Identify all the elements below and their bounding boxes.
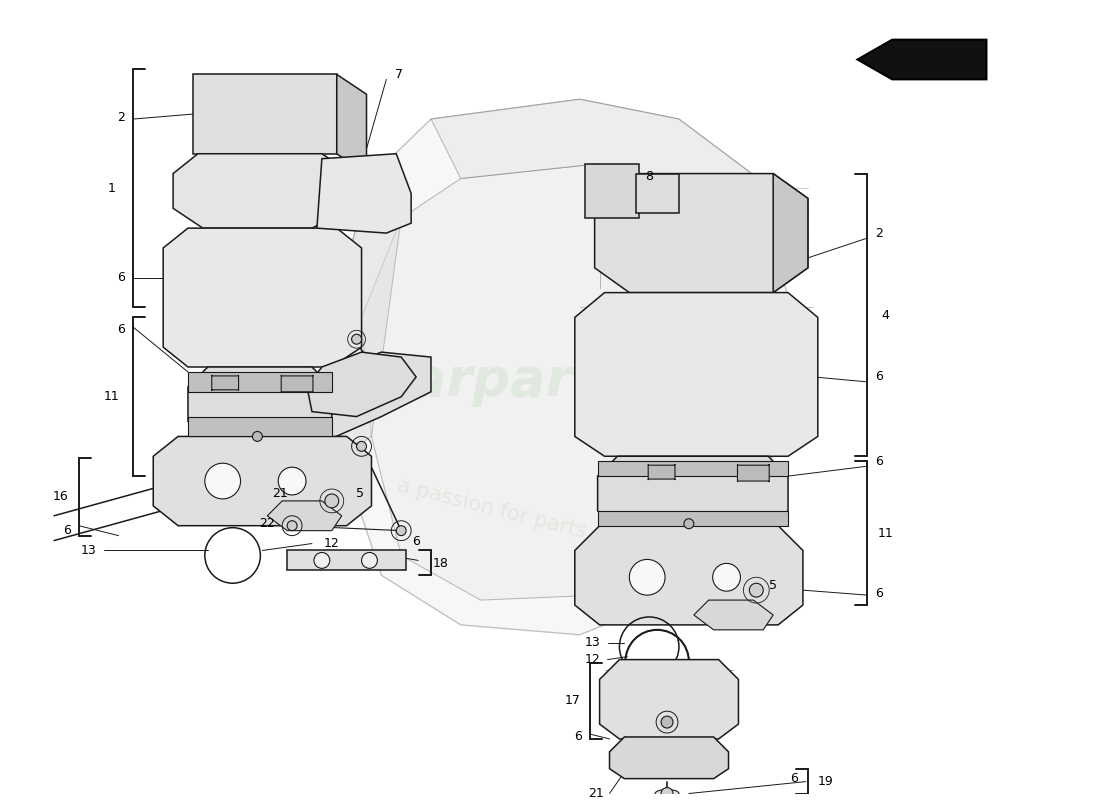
Text: 21: 21: [273, 487, 288, 501]
Polygon shape: [585, 164, 639, 218]
Text: 6: 6: [876, 454, 883, 468]
Polygon shape: [287, 550, 406, 570]
Text: 6: 6: [118, 271, 125, 284]
Text: 6: 6: [412, 535, 420, 548]
Circle shape: [661, 787, 673, 799]
Text: 21: 21: [587, 787, 604, 800]
Text: a passion for parts since 1985: a passion for parts since 1985: [395, 476, 705, 571]
Text: 13: 13: [585, 636, 601, 650]
Text: 6: 6: [790, 772, 798, 785]
FancyBboxPatch shape: [648, 464, 675, 480]
Circle shape: [661, 716, 673, 728]
Polygon shape: [609, 737, 728, 778]
Text: 11: 11: [878, 527, 893, 540]
Polygon shape: [597, 511, 788, 526]
Polygon shape: [332, 178, 402, 456]
Polygon shape: [636, 174, 679, 214]
Polygon shape: [307, 352, 416, 417]
Polygon shape: [192, 74, 337, 154]
Circle shape: [324, 494, 339, 508]
Circle shape: [749, 583, 763, 597]
Text: 2: 2: [876, 226, 883, 239]
Polygon shape: [188, 417, 332, 437]
Text: 6: 6: [876, 586, 883, 600]
FancyBboxPatch shape: [737, 464, 769, 482]
Circle shape: [713, 563, 740, 591]
Text: 1: 1: [108, 182, 115, 195]
Text: 6: 6: [118, 323, 125, 336]
Circle shape: [684, 518, 694, 529]
Polygon shape: [337, 74, 366, 174]
Polygon shape: [575, 293, 817, 456]
Circle shape: [396, 526, 406, 536]
Polygon shape: [188, 372, 332, 392]
Text: 11: 11: [103, 390, 120, 403]
Text: 7: 7: [395, 68, 404, 81]
Polygon shape: [332, 99, 788, 634]
Circle shape: [362, 553, 377, 568]
Polygon shape: [173, 154, 352, 228]
Circle shape: [314, 553, 330, 568]
Circle shape: [356, 442, 366, 451]
Polygon shape: [600, 659, 738, 739]
Text: 6: 6: [876, 370, 883, 383]
Text: 13: 13: [81, 544, 97, 557]
Ellipse shape: [656, 790, 679, 798]
Text: 4: 4: [881, 309, 889, 322]
Text: eurocarparts: eurocarparts: [244, 355, 629, 407]
Polygon shape: [188, 367, 332, 437]
Circle shape: [287, 521, 297, 530]
Polygon shape: [595, 174, 807, 293]
Text: 18: 18: [433, 557, 449, 570]
Text: 5: 5: [355, 487, 364, 501]
Polygon shape: [153, 437, 372, 526]
Text: 12: 12: [585, 653, 601, 666]
Polygon shape: [317, 154, 411, 233]
Polygon shape: [267, 501, 342, 530]
Polygon shape: [597, 456, 788, 526]
Polygon shape: [575, 526, 803, 625]
Polygon shape: [597, 462, 788, 476]
Text: 22: 22: [260, 518, 275, 530]
Text: 2: 2: [118, 110, 125, 123]
Text: 6: 6: [63, 524, 70, 537]
Circle shape: [278, 467, 306, 495]
Text: 6: 6: [574, 730, 582, 743]
Circle shape: [629, 559, 666, 595]
Text: 8: 8: [646, 170, 653, 183]
Text: 5: 5: [769, 578, 778, 592]
Circle shape: [352, 334, 362, 344]
Polygon shape: [431, 99, 758, 238]
Circle shape: [252, 431, 263, 442]
FancyBboxPatch shape: [282, 375, 312, 393]
Polygon shape: [773, 174, 807, 293]
Polygon shape: [694, 600, 773, 630]
Polygon shape: [273, 352, 431, 451]
Text: 12: 12: [323, 537, 340, 550]
Text: 17: 17: [565, 694, 581, 706]
Polygon shape: [362, 164, 758, 600]
Polygon shape: [163, 228, 362, 367]
Circle shape: [205, 463, 241, 499]
FancyBboxPatch shape: [212, 375, 239, 390]
Text: 19: 19: [818, 775, 834, 788]
Polygon shape: [858, 40, 987, 79]
Text: 16: 16: [53, 490, 69, 503]
